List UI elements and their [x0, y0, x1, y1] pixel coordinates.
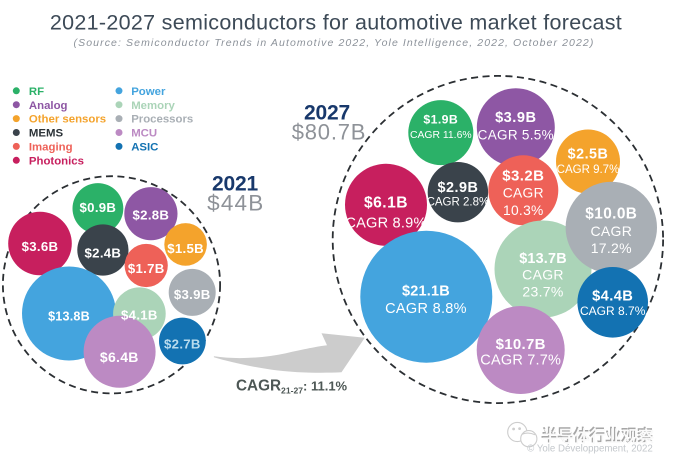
- svg-text:CAGR 8.7%: CAGR 8.7%: [580, 304, 646, 318]
- svg-text:CAGR: CAGR: [522, 267, 564, 283]
- svg-text:MEMS: MEMS: [29, 128, 64, 140]
- svg-text:Processors: Processors: [131, 114, 193, 126]
- svg-text:$3.9B: $3.9B: [174, 287, 211, 302]
- svg-text:$3.6B: $3.6B: [22, 239, 59, 254]
- svg-text:Power: Power: [131, 86, 166, 98]
- svg-text:$13.8B: $13.8B: [48, 309, 90, 323]
- svg-text:$3.9B: $3.9B: [495, 110, 536, 126]
- svg-text:$1.5B: $1.5B: [167, 241, 204, 256]
- svg-text:CAGR 7.7%: CAGR 7.7%: [480, 353, 561, 369]
- svg-text:2021-2027 semiconductors for a: 2021-2027 semiconductors for automotive …: [50, 11, 622, 35]
- svg-text:半导体行业观察: 半导体行业观察: [542, 427, 654, 446]
- svg-text:$1.7B: $1.7B: [128, 261, 165, 276]
- svg-text:10.3%: 10.3%: [503, 203, 544, 218]
- svg-text:CAGR21-27: 11.1%: CAGR21-27: 11.1%: [236, 378, 348, 396]
- svg-text:© Yole Développement, 2022: © Yole Développement, 2022: [527, 444, 653, 455]
- svg-text:$6.4B: $6.4B: [100, 349, 139, 365]
- svg-text:CAGR 8.8%: CAGR 8.8%: [385, 301, 467, 317]
- svg-text:CAGR 11.6%: CAGR 11.6%: [410, 130, 472, 141]
- svg-text:$0.9B: $0.9B: [80, 200, 117, 215]
- svg-text:$10.0B: $10.0B: [585, 205, 637, 222]
- svg-text:$4.4B: $4.4B: [592, 288, 633, 304]
- svg-text:CAGR: CAGR: [503, 186, 544, 201]
- svg-text:$80.7B: $80.7B: [292, 120, 367, 145]
- svg-text:CAGR 2.8%: CAGR 2.8%: [427, 197, 490, 209]
- svg-text:$10.7B: $10.7B: [496, 336, 546, 353]
- svg-text:$2.9B: $2.9B: [437, 180, 478, 196]
- svg-text:$44B: $44B: [207, 191, 264, 216]
- svg-text:2021: 2021: [212, 173, 258, 196]
- svg-text:CAGR 9.7%: CAGR 9.7%: [557, 164, 620, 176]
- svg-text:$2.7B: $2.7B: [164, 336, 201, 351]
- svg-text:Other sensors: Other sensors: [29, 114, 106, 126]
- svg-text:Memory: Memory: [131, 100, 175, 112]
- svg-text:Imaging: Imaging: [29, 142, 73, 154]
- svg-text:2027: 2027: [304, 102, 350, 125]
- svg-text:RF: RF: [29, 86, 44, 98]
- svg-text:$2.4B: $2.4B: [85, 245, 122, 260]
- svg-text:CAGR 8.9%: CAGR 8.9%: [345, 215, 426, 231]
- svg-text:23.7%: 23.7%: [522, 284, 563, 300]
- svg-text:$2.5B: $2.5B: [568, 146, 609, 162]
- svg-text:$3.2B: $3.2B: [502, 167, 544, 184]
- svg-text:MCU: MCU: [131, 128, 157, 140]
- svg-text:$21.1B: $21.1B: [402, 284, 450, 300]
- svg-text:$4.1B: $4.1B: [121, 308, 158, 323]
- svg-text:ASIC: ASIC: [131, 142, 158, 154]
- svg-text:$2.8B: $2.8B: [133, 207, 170, 222]
- svg-text:半导体行业观察: 半导体行业观察: [541, 426, 653, 445]
- svg-text:CAGR: CAGR: [590, 223, 632, 239]
- svg-text:$6.1B: $6.1B: [364, 195, 408, 212]
- svg-text:Analog: Analog: [29, 100, 68, 112]
- svg-text:$13.7B: $13.7B: [519, 251, 567, 267]
- svg-text:$1.9B: $1.9B: [423, 112, 458, 126]
- svg-text:17.2%: 17.2%: [591, 240, 632, 256]
- svg-text:CAGR 5.5%: CAGR 5.5%: [478, 127, 554, 142]
- svg-text:Photonics: Photonics: [29, 155, 84, 167]
- svg-text:(Source: Semiconductor Trends: (Source: Semiconductor Trends in Automot…: [74, 37, 595, 49]
